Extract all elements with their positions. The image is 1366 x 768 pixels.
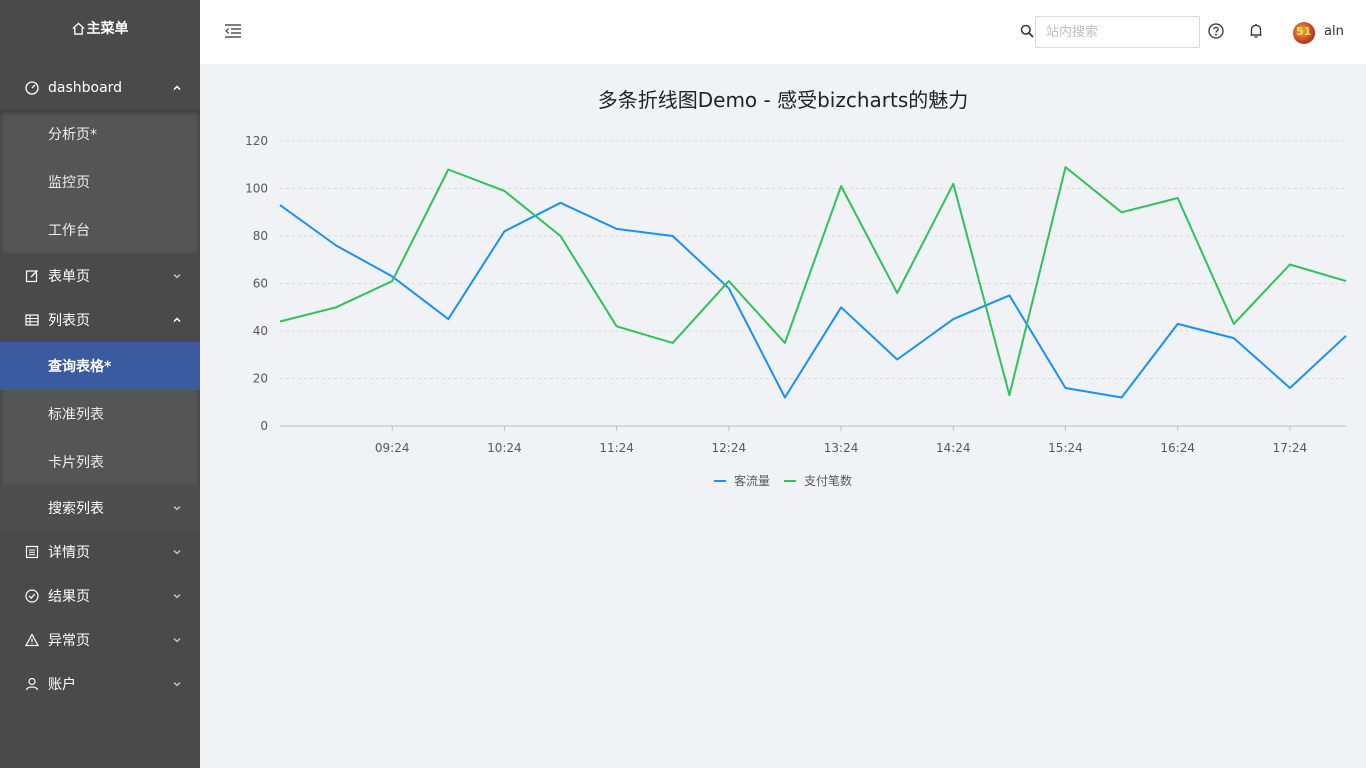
series-line-1	[279, 201, 1347, 399]
legend-item-series2[interactable]: 支付笔数	[784, 472, 852, 489]
menu-form[interactable]: 表单页	[0, 254, 200, 298]
sidebar-logo[interactable]: 主菜单	[0, 0, 200, 56]
menu-profile[interactable]: 详情页	[0, 530, 200, 574]
y-tick-label: 60	[253, 277, 268, 291]
x-tick-label: 11:24	[599, 441, 634, 454]
x-tick-label: 12:24	[712, 441, 747, 454]
menu-label: 表单页	[48, 269, 90, 285]
chevron-down-icon	[172, 591, 182, 601]
menu-label: 异常页	[48, 633, 90, 649]
y-tick-label: 80	[253, 229, 268, 243]
legend-marker	[784, 479, 796, 482]
menu-account[interactable]: 账户	[0, 662, 200, 706]
menu-list[interactable]: 列表页	[0, 298, 200, 342]
menu-label: 结果页	[48, 589, 90, 605]
x-tick-label: 17:24	[1273, 441, 1308, 454]
header: 51 aln	[200, 0, 1366, 64]
x-tick-label: 10:24	[487, 441, 522, 454]
submenu-item-standard-list[interactable]: 标准列表	[48, 407, 104, 423]
username[interactable]: aln	[1324, 24, 1344, 39]
chevron-down-icon	[172, 503, 182, 513]
sidebar-title: 主菜单	[86, 21, 129, 37]
legend-marker	[713, 479, 726, 482]
user-icon	[24, 676, 40, 692]
sidebar: 主菜单 dashboard 分析页* 监控页 工作台 表单页 列表页 查询表格*…	[0, 0, 200, 768]
menu-label: 列表页	[48, 313, 90, 329]
y-tick-label: 0	[260, 419, 268, 433]
avatar-text: 51	[1296, 25, 1312, 38]
dashboard-icon	[24, 80, 40, 96]
y-tick-label: 20	[253, 372, 268, 386]
submenu-item-card-list[interactable]: 卡片列表	[48, 455, 104, 471]
y-tick-label: 40	[253, 324, 268, 338]
menu-label: 搜索列表	[48, 501, 104, 517]
menu-label: dashboard	[48, 80, 123, 96]
submenu-item-query-table[interactable]: 查询表格*	[0, 342, 200, 390]
y-tick-label: 120	[245, 134, 268, 148]
search-input[interactable]	[1035, 16, 1200, 48]
chevron-down-icon	[172, 679, 182, 689]
table-icon	[24, 312, 40, 328]
submenu-item-analysis[interactable]: 分析页*	[48, 127, 97, 143]
submenu-item-workplace[interactable]: 工作台	[48, 223, 90, 239]
submenu-item-monitor[interactable]: 监控页	[48, 175, 90, 191]
chevron-down-icon	[172, 547, 182, 557]
legend-item-series1[interactable]: 客流量	[713, 472, 770, 489]
chevron-up-icon	[172, 315, 182, 325]
chevron-down-icon	[172, 635, 182, 645]
avatar[interactable]: 51	[1293, 22, 1315, 44]
menu-fold-icon[interactable]	[224, 22, 242, 40]
bell-icon[interactable]	[1248, 23, 1264, 39]
x-tick-label: 09:24	[375, 441, 410, 454]
chart-legend: 客流量 支付笔数	[200, 472, 1366, 489]
help-icon[interactable]	[1208, 23, 1224, 39]
menu-label: 详情页	[48, 545, 90, 561]
warning-icon	[24, 632, 40, 648]
submenu-list: 查询表格* 标准列表 卡片列表	[0, 342, 200, 486]
x-tick-label: 14:24	[936, 441, 971, 454]
main-content: 多条折线图Demo - 感受bizcharts的魅力 0 20 40 60 80 100 1…	[200, 64, 1366, 768]
x-tick-label: 15:24	[1048, 441, 1083, 454]
search-icon[interactable]	[1020, 24, 1034, 38]
series-line-2	[279, 166, 1347, 397]
check-circle-icon	[24, 588, 40, 604]
chevron-down-icon	[172, 271, 182, 281]
legend-label: 客流量	[733, 474, 770, 488]
home-icon	[71, 22, 85, 35]
submenu-search-list[interactable]: 搜索列表	[0, 486, 200, 530]
legend-label: 支付笔数	[804, 474, 853, 488]
menu-dashboard[interactable]: dashboard	[0, 66, 200, 110]
chevron-up-icon	[172, 83, 182, 93]
form-icon	[24, 268, 40, 284]
menu-result[interactable]: 结果页	[0, 574, 200, 618]
profile-icon	[24, 544, 40, 560]
menu-exception[interactable]: 异常页	[0, 618, 200, 662]
menu-label: 账户	[48, 677, 76, 693]
y-tick-label: 100	[245, 182, 268, 196]
submenu-dashboard: 分析页* 监控页 工作台	[0, 110, 200, 254]
x-tick-label: 16:24	[1160, 441, 1195, 454]
x-tick-label: 13:24	[824, 441, 859, 454]
chart-title: 多条折线图Demo - 感受bizcharts的魅力	[597, 88, 969, 112]
line-chart: 0 20 40 60 80 100 120 09:24 10:24 11:24 12:24 13:24…	[245, 134, 1347, 454]
